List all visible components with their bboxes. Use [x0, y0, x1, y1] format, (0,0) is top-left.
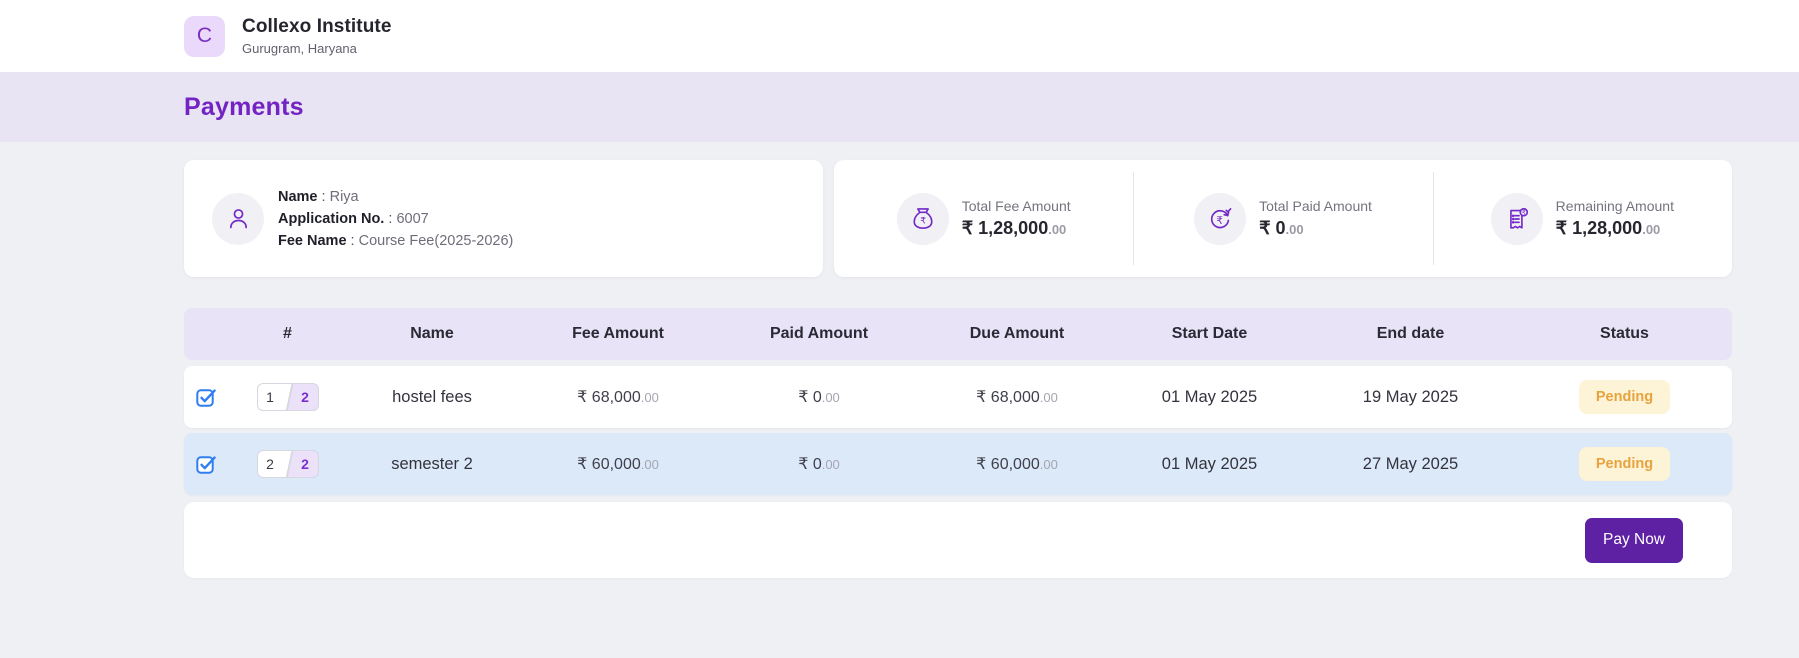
total-paid-amount-item: ₹ Total Paid Amount ₹ 0.00 [1133, 160, 1432, 277]
name-label: Name [278, 188, 318, 205]
summary-label: Remaining Amount [1555, 198, 1674, 214]
svg-text:₹: ₹ [1521, 209, 1525, 216]
end-date-cell: 27 May 2025 [1362, 454, 1459, 473]
paid-amount-cell: ₹ 0.00 [798, 389, 840, 406]
application-no-value: 6007 [396, 210, 429, 227]
installment-fraction-badge: 1 2 [256, 383, 319, 411]
fee-amount-cell: ₹ 60,000.00 [577, 456, 659, 473]
payments-table-header: # Name Fee Amount Paid Amount Due Amount… [184, 308, 1732, 360]
row-checkbox[interactable] [195, 454, 217, 474]
remaining-amount-item: ₹ Remaining Amount ₹ 1,28,000.00 [1432, 160, 1732, 277]
student-name-line: Name : Riya [278, 188, 359, 205]
top-bar: C Collexo Institute Gurugram, Haryana [0, 0, 1799, 72]
start-date-cell: 01 May 2025 [1161, 454, 1258, 473]
fee-item-name: hostel fees [392, 387, 472, 406]
institute-logo: C [184, 15, 225, 57]
total-fee-amount-item: ₹ Total Fee Amount ₹ 1,28,000.00 [834, 160, 1133, 277]
column-header-name: Name [410, 325, 454, 342]
status-badge: Pending [1578, 447, 1671, 481]
column-header-start-date: Start Date [1171, 325, 1248, 342]
installment-total: 2 [301, 389, 309, 405]
summary-amount: ₹ 1,28,000.00 [961, 218, 1067, 238]
page-title: Payments [184, 92, 304, 121]
svg-text:₹: ₹ [1216, 215, 1223, 227]
institute-name: Collexo Institute [242, 16, 392, 37]
receipt-icon: ₹ [1490, 192, 1543, 245]
summary-label: Total Fee Amount [961, 198, 1071, 214]
column-header-paid-amount: Paid Amount [769, 325, 869, 342]
start-date-cell: 01 May 2025 [1161, 387, 1258, 406]
summary-amount: ₹ 0.00 [1259, 218, 1304, 238]
column-header-seq: # [283, 325, 292, 342]
institute-location: Gurugram, Haryana [242, 41, 357, 56]
user-icon [212, 192, 264, 245]
student-info: Name : Riya Application No. : 6007 Fee N… [278, 186, 513, 252]
column-header-fee-amount: Fee Amount [572, 325, 664, 342]
table-row: 1 2 hostel fees ₹ 68,000.00 ₹ 0.00 ₹ 68,… [184, 366, 1732, 428]
table-row: 2 2 semester 2 ₹ 60,000.00 ₹ 0.00 ₹ 60,0… [184, 433, 1732, 495]
student-name-value: Riya [329, 188, 359, 205]
logo-letter: C [196, 24, 213, 47]
column-header-status: Status [1600, 325, 1649, 342]
installment-seq: 1 [266, 389, 274, 405]
money-bag-icon: ₹ [896, 192, 949, 245]
institute-block: Collexo Institute Gurugram, Haryana [242, 16, 392, 56]
table-footer: Pay Now [184, 502, 1732, 578]
fee-item-name: semester 2 [391, 454, 473, 473]
cards-row: Name : Riya Application No. : 6007 Fee N… [184, 160, 1732, 277]
end-date-cell: 19 May 2025 [1362, 387, 1459, 406]
application-no-line: Application No. : 6007 [278, 210, 429, 227]
fee-amount-cell: ₹ 68,000.00 [577, 389, 659, 406]
column-header-end-date: End date [1376, 325, 1445, 342]
installment-total: 2 [301, 456, 309, 472]
main-content: Name : Riya Application No. : 6007 Fee N… [0, 142, 1799, 578]
installment-fraction-badge: 2 2 [256, 450, 319, 478]
column-header-due-amount: Due Amount [969, 325, 1065, 342]
installment-seq: 2 [266, 456, 274, 472]
summary-label: Total Paid Amount [1259, 198, 1372, 214]
pay-now-button[interactable]: Pay Now [1585, 517, 1683, 563]
application-label: Application No. [278, 210, 385, 227]
fee-name-line: Fee Name : Course Fee(2025-2026) [278, 232, 514, 249]
summary-card: ₹ Total Fee Amount ₹ 1,28,000.00 ₹ [834, 160, 1732, 277]
summary-amount: ₹ 1,28,000.00 [1555, 218, 1661, 238]
due-amount-cell: ₹ 60,000.00 [976, 456, 1058, 473]
page-title-band: Payments [0, 72, 1799, 142]
fee-name-label: Fee Name [278, 232, 347, 249]
svg-text:₹: ₹ [920, 215, 926, 225]
fee-name-value: Course Fee(2025-2026) [358, 232, 514, 249]
paid-amount-cell: ₹ 0.00 [798, 456, 840, 473]
row-checkbox[interactable] [195, 387, 217, 407]
status-badge: Pending [1578, 380, 1671, 414]
due-amount-cell: ₹ 68,000.00 [976, 389, 1058, 406]
student-card: Name : Riya Application No. : 6007 Fee N… [184, 160, 823, 277]
rupee-refresh-icon: ₹ [1194, 192, 1247, 245]
